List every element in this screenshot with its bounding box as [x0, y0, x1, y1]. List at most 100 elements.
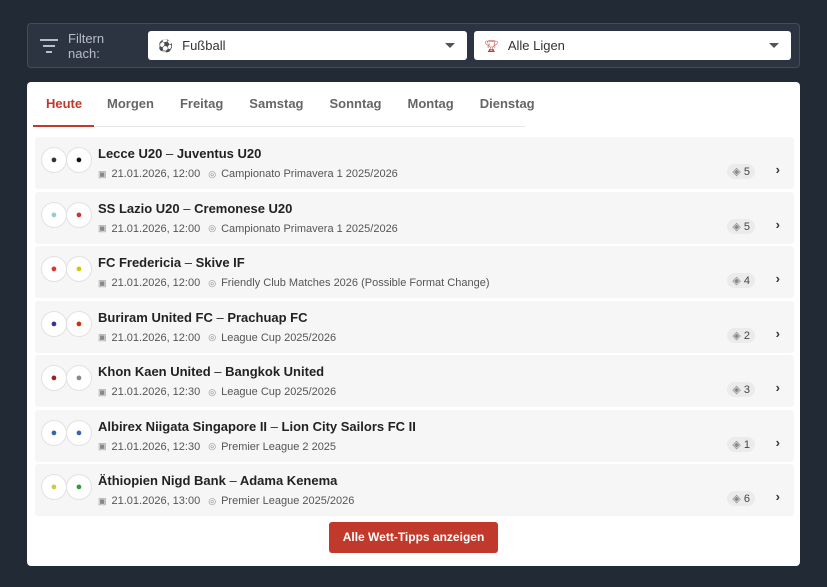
match-datetime: 21.01.2026, 12:00: [111, 331, 201, 344]
match-datetime: 21.01.2026, 12:30: [111, 440, 201, 453]
filter-label: Filtern nach:: [68, 30, 105, 61]
separator: –: [183, 200, 191, 216]
match-title: FC Fredericia – Skive IF: [98, 255, 245, 270]
away-team-logo: ●: [66, 147, 92, 173]
away-team-logo: ●: [66, 310, 92, 337]
ticket-icon: ◈: [732, 329, 741, 342]
ticket-icon: ◈: [732, 384, 741, 396]
calendar-icon: ▣: [98, 441, 107, 451]
home-team-logo: ●: [41, 147, 67, 173]
calendar-icon: ▣: [98, 332, 107, 342]
day-tabs: Heute Morgen Freitag Samstag Sonntag Montag Di…: [33, 82, 535, 127]
match-row[interactable]: ● ● Buriram United FC – Prachuap FC ▣ 21.…: [35, 300, 794, 353]
away-team: Juventus U20: [176, 146, 262, 161]
match-league: League Cup 2025/2026: [221, 331, 337, 344]
sport-select[interactable]: ⚽ Fußball: [148, 31, 467, 60]
match-datetime: 21.01.2026, 12:30: [111, 386, 201, 398]
league-icon: ◎: [208, 277, 217, 288]
away-team: Skive IF: [195, 255, 245, 270]
chevron-right-icon[interactable]: ›: [775, 489, 780, 504]
match-row[interactable]: ● ● Äthiopien Nigd Bank – Adama Kenema ▣…: [35, 464, 794, 516]
league-icon: ◎: [208, 441, 217, 451]
tips-count: 5: [743, 220, 750, 233]
match-datetime: 21.01.2026, 12:00: [111, 277, 201, 289]
home-team-logo: ●: [41, 419, 67, 446]
home-team-logo: ●: [41, 201, 67, 228]
tips-badge: ◈ 2: [727, 327, 755, 343]
chevron-right-icon[interactable]: ›: [775, 380, 780, 395]
show-all-tips-button[interactable]: Alle Wett-Tipps anzeigen: [329, 522, 498, 553]
home-team: Buriram United FC: [98, 309, 213, 325]
away-team: Adama Kenema: [239, 473, 338, 488]
tips-badge: ◈ 1: [727, 436, 755, 452]
league-select[interactable]: 🏆︎ Alle Ligen: [473, 31, 791, 60]
ticket-icon: ◈: [732, 493, 741, 505]
home-team: SS Lazio U20: [98, 200, 180, 216]
home-team-logo: ●: [41, 256, 67, 282]
home-team: Albirex Niigata Singapore II: [98, 418, 268, 434]
away-team-logo: ●: [66, 365, 92, 391]
match-title: SS Lazio U20 – Cremonese U20: [98, 201, 292, 216]
tab-sonntag[interactable]: Sonntag: [329, 96, 382, 111]
match-row[interactable]: ● ● Khon Kaen United – Bangkok United ▣ 2…: [35, 355, 794, 407]
tips-count: 6: [743, 493, 750, 505]
away-team: Bangkok United: [225, 364, 325, 379]
away-team: Lion City Sailors FC II: [281, 418, 416, 434]
away-team-logo: ●: [66, 201, 92, 228]
tab-morgen[interactable]: Morgen: [107, 96, 154, 111]
home-team-logo: ●: [41, 310, 67, 337]
trophy-icon: 🏆︎: [483, 38, 499, 53]
chevron-right-icon[interactable]: ›: [775, 216, 780, 232]
tab-heute[interactable]: Heute: [33, 82, 94, 127]
match-title: Buriram United FC – Prachuap FC: [98, 310, 308, 325]
calendar-icon: ▣: [98, 223, 107, 233]
separator: –: [216, 309, 224, 325]
tab-montag[interactable]: Montag: [407, 96, 454, 111]
match-league: Premier League 2025/2026: [221, 495, 355, 507]
home-team-logo: ●: [41, 474, 67, 500]
separator: –: [165, 146, 174, 161]
chevron-right-icon[interactable]: ›: [775, 271, 780, 286]
league-icon: ◎: [208, 386, 217, 397]
tips-badge: ◈ 3: [727, 382, 755, 397]
match-row[interactable]: ● ● FC Fredericia – Skive IF ▣ 21.01.2026…: [35, 246, 794, 298]
sport-value: Fußball: [182, 38, 226, 53]
matches-card: Heute Morgen Freitag Samstag Sonntag Montag Di…: [27, 82, 800, 566]
match-datetime: 21.01.2026, 12:00: [111, 222, 201, 235]
calendar-icon: ▣: [98, 277, 107, 288]
match-row[interactable]: ● ● Lecce U20 – Juventus U20 ▣ 21.01.2026…: [35, 137, 794, 189]
ticket-icon: ◈: [732, 220, 741, 233]
home-team: Khon Kaen United: [98, 364, 211, 379]
soccer-ball-icon: ⚽: [158, 38, 174, 53]
tab-samstag[interactable]: Samstag: [249, 96, 304, 111]
league-icon: ◎: [208, 168, 217, 179]
chevron-right-icon[interactable]: ›: [775, 325, 780, 341]
filter-icon: [40, 38, 58, 53]
separator: –: [184, 255, 192, 270]
chevron-right-icon[interactable]: ›: [775, 434, 780, 450]
match-datetime: 21.01.2026, 13:00: [111, 495, 201, 507]
match-league: Campionato Primavera 1 2025/2026: [221, 168, 398, 180]
match-league: Premier League 2 2025: [221, 440, 337, 453]
match-title: Albirex Niigata Singapore II – Lion City…: [98, 419, 416, 434]
tips-count: 2: [743, 329, 750, 342]
away-team-logo: ●: [66, 256, 92, 282]
match-league: Campionato Primavera 1 2025/2026: [221, 222, 398, 235]
calendar-icon: ▣: [98, 386, 107, 397]
league-icon: ◎: [208, 332, 217, 342]
chevron-down-icon: [444, 43, 455, 48]
calendar-icon: ▣: [98, 495, 107, 506]
match-row[interactable]: ● ● Albirex Niigata Singapore II – Lion …: [35, 409, 794, 462]
league-icon: ◎: [208, 223, 217, 233]
tips-count: 4: [743, 275, 750, 287]
league-icon: ◎: [208, 495, 217, 506]
match-title: Khon Kaen United – Bangkok United: [98, 364, 324, 379]
chevron-right-icon[interactable]: ›: [775, 162, 780, 177]
tab-dienstag[interactable]: Dienstag: [479, 96, 535, 111]
home-team: Äthiopien Nigd Bank: [98, 473, 226, 488]
match-row[interactable]: ● ● SS Lazio U20 – Cremonese U20 ▣ 21.01.…: [35, 191, 794, 244]
tab-freitag[interactable]: Freitag: [179, 96, 224, 111]
separator: –: [229, 473, 237, 488]
ticket-icon: ◈: [732, 275, 741, 287]
away-team-logo: ●: [66, 419, 92, 446]
